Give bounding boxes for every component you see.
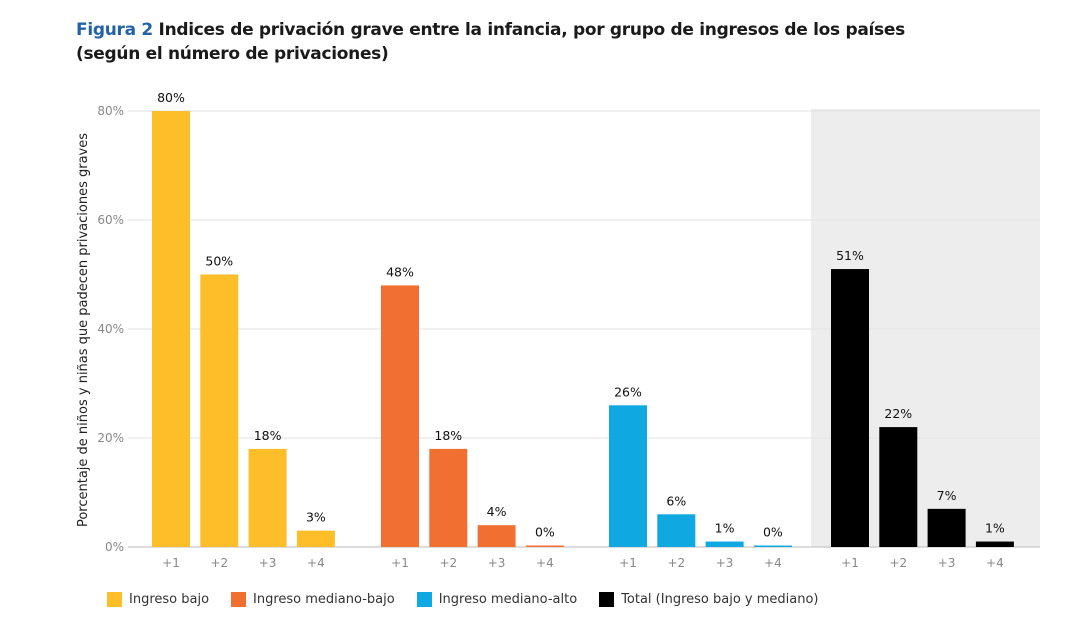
x-tick-label: +4 (536, 556, 554, 570)
data-label: 6% (666, 493, 686, 508)
data-label: 1% (715, 521, 735, 536)
legend: Ingreso bajo Ingreso mediano-bajo Ingreso … (107, 592, 819, 607)
legend-item: Ingreso bajo (107, 592, 209, 607)
x-tick-label: +2 (889, 556, 907, 570)
x-tick-label: +1 (391, 556, 409, 570)
legend-label: Ingreso mediano-bajo (253, 592, 395, 607)
legend-item: Ingreso mediano-alto (416, 592, 578, 607)
bar (200, 274, 239, 547)
x-tick-label: +1 (619, 556, 637, 570)
x-tick-label: +1 (162, 556, 180, 570)
x-tick-label: +2 (439, 556, 457, 570)
legend-swatch (599, 592, 615, 607)
bar (152, 111, 190, 547)
data-label: 4% (487, 504, 507, 519)
bar (609, 405, 647, 547)
data-label: 7% (937, 488, 957, 503)
legend-swatch (231, 592, 247, 607)
bar (975, 541, 1014, 547)
y-tick-label: 0% (105, 540, 124, 554)
x-tick-label: +3 (716, 556, 734, 570)
legend-item: Ingreso mediano-bajo (231, 592, 395, 607)
y-tick-label: 60% (97, 213, 124, 227)
bar (525, 545, 564, 547)
legend-label: Total (Ingreso bajo y mediano) (621, 592, 819, 607)
x-tick-label: +2 (667, 556, 685, 570)
data-label: 1% (985, 521, 1005, 536)
y-tick-label: 80% (97, 104, 124, 118)
data-label: 18% (434, 428, 462, 443)
title-subtitle: (según el número de privaciones) (76, 44, 389, 64)
x-tick-label: +2 (210, 556, 228, 570)
legend-label: Ingreso bajo (129, 592, 210, 607)
legend-swatch (107, 592, 122, 607)
x-tick-label: +4 (307, 556, 325, 570)
bar (248, 448, 287, 547)
data-label: 51% (836, 248, 864, 263)
data-label: 22% (884, 406, 912, 421)
data-label: 18% (254, 428, 282, 443)
bar (705, 541, 744, 547)
y-axis-label: Porcentaje de niños y niñas que padecen … (76, 133, 91, 527)
y-tick-label: 40% (97, 322, 124, 336)
bar (296, 530, 335, 547)
x-tick-label: +3 (938, 556, 956, 570)
bar-chart: 0% 20% 40% 60% 80% Porcentaje de niños y niña… (76, 90, 1040, 570)
legend-swatch (416, 592, 432, 607)
bar (429, 448, 468, 547)
x-tick-label: +3 (488, 556, 506, 570)
chart-title: Figura 2 Indices de privación grave entr… (76, 18, 905, 66)
bar (657, 514, 696, 547)
title-text: Indices de privación grave entre la infa… (158, 20, 906, 40)
bar (381, 285, 419, 547)
x-tick-label: +4 (764, 556, 782, 570)
legend-label: Ingreso mediano-alto (438, 592, 578, 607)
data-label: 26% (614, 384, 642, 399)
bar (879, 427, 918, 547)
figure-number: Figura 2 (76, 20, 153, 40)
x-tick-label: +3 (259, 556, 277, 570)
data-label: 50% (205, 254, 233, 269)
data-label: 80% (157, 90, 185, 105)
bar (477, 525, 516, 547)
bar (831, 269, 869, 547)
data-label: 48% (386, 264, 414, 279)
legend-item: Total (Ingreso bajo y mediano) (599, 592, 819, 607)
data-label: 3% (306, 510, 326, 525)
y-tick-label: 20% (97, 431, 124, 445)
x-tick-label: +1 (841, 556, 859, 570)
x-tick-label: +4 (986, 556, 1004, 570)
bar (927, 508, 966, 547)
bar (753, 545, 792, 547)
data-label: 0% (763, 525, 783, 540)
data-label: 0% (535, 525, 555, 540)
